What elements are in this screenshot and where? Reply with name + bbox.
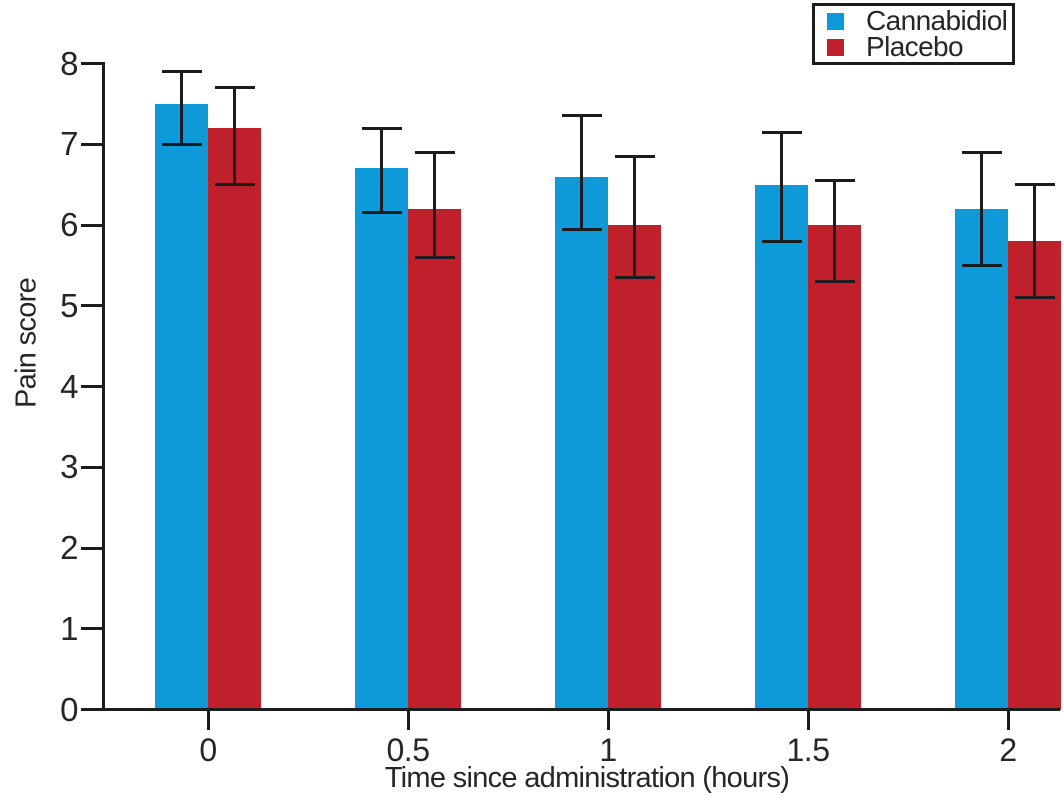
- legend-item-cannabidiol: Cannabidiol: [827, 5, 1012, 36]
- y-tick-8: [81, 62, 105, 65]
- y-tick-6: [81, 223, 105, 227]
- error-bar-cap-bottom-cannabidiol-2: [961, 263, 1002, 267]
- error-bar-cap-bottom-placebo-2: [1014, 296, 1055, 300]
- error-bar-line-placebo-1: [633, 156, 636, 278]
- y-tick-7: [81, 142, 105, 146]
- bar-placebo-1: [608, 225, 661, 711]
- error-bar-cap-bottom-cannabidiol-1.5: [761, 239, 802, 243]
- x-tick-label-1: 1: [599, 731, 617, 768]
- legend-swatch-cannabidiol: [827, 12, 844, 30]
- error-bar-cap-bottom-cannabidiol-0: [161, 142, 202, 146]
- y-tick-1: [81, 627, 105, 631]
- y-tick-2: [81, 546, 105, 550]
- error-bar-line-cannabidiol-0: [180, 71, 183, 145]
- error-bar-cap-bottom-placebo-0.5: [414, 255, 455, 259]
- error-bar-line-placebo-1.5: [833, 180, 836, 282]
- legend-swatch-placebo: [827, 38, 844, 56]
- x-tick-label-0: 0: [199, 731, 217, 768]
- error-bar-cap-top-placebo-2: [1014, 183, 1055, 187]
- y-tick-label-1: 1: [60, 609, 78, 647]
- error-bar-cap-top-cannabidiol-0.5: [361, 126, 402, 130]
- error-bar-cap-top-placebo-1.5: [814, 179, 855, 183]
- y-tick-3: [81, 465, 105, 469]
- bar-placebo-0.5: [408, 208, 461, 711]
- y-tick-5: [81, 304, 105, 308]
- x-tick-0: [206, 709, 210, 730]
- error-bar-cap-bottom-placebo-1.5: [814, 280, 855, 284]
- y-tick-label-4: 4: [60, 367, 78, 405]
- x-tick-label-0.5: 0.5: [386, 731, 430, 768]
- y-tick-label-3: 3: [60, 448, 78, 486]
- legend: Cannabidiol Placebo: [812, 3, 1015, 65]
- y-tick-label-0: 0: [60, 690, 78, 728]
- y-tick-label-6: 6: [60, 206, 78, 243]
- error-bar-line-cannabidiol-2: [980, 152, 983, 266]
- x-tick-label-1.5: 1.5: [786, 731, 830, 768]
- x-tick-2: [1006, 709, 1010, 730]
- x-axis-title: Time since administration (hours): [384, 762, 790, 794]
- bar-placebo-2: [1008, 241, 1061, 711]
- y-tick-0: [81, 708, 105, 711]
- y-tick-label-8: 8: [60, 44, 78, 82]
- error-bar-line-placebo-0.5: [433, 152, 436, 258]
- bar-cannabidiol-1.5: [755, 184, 808, 711]
- bar-cannabidiol-0.5: [355, 168, 408, 711]
- error-bar-cap-top-cannabidiol-1: [561, 114, 602, 118]
- error-bar-cap-top-cannabidiol-1.5: [761, 130, 802, 134]
- error-bar-line-cannabidiol-1.5: [780, 132, 783, 242]
- bar-cannabidiol-0: [155, 103, 208, 711]
- error-bar-cap-top-placebo-1: [614, 154, 655, 158]
- error-bar-line-cannabidiol-0.5: [380, 128, 383, 213]
- error-bar-line-cannabidiol-1: [580, 115, 583, 230]
- x-tick-0.5: [406, 709, 410, 730]
- y-tick-4: [81, 385, 105, 388]
- error-bar-cap-bottom-cannabidiol-1: [561, 227, 602, 231]
- error-bar-cap-bottom-placebo-1: [614, 275, 655, 279]
- bar-cannabidiol-1: [555, 176, 608, 711]
- legend-label-cannabidiol: Cannabidiol: [866, 5, 1008, 36]
- error-bar-cap-bottom-cannabidiol-0.5: [361, 211, 402, 215]
- error-bar-cap-top-placebo-0: [214, 86, 255, 90]
- error-bar-cap-bottom-placebo-0: [214, 183, 255, 187]
- error-bar-line-placebo-0: [233, 87, 236, 185]
- error-bar-cap-top-cannabidiol-0: [161, 70, 202, 74]
- y-tick-label-7: 7: [60, 125, 78, 163]
- y-tick-label-5: 5: [60, 286, 78, 324]
- legend-label-placebo: Placebo: [866, 31, 964, 62]
- x-tick-1: [606, 709, 610, 730]
- error-bar-cap-top-placebo-0.5: [414, 150, 455, 154]
- bar-placebo-0: [208, 128, 261, 711]
- error-bar-line-placebo-2: [1033, 184, 1036, 298]
- y-tick-label-2: 2: [60, 529, 78, 566]
- bar-cannabidiol-2: [955, 208, 1008, 711]
- x-tick-1.5: [806, 709, 810, 730]
- legend-item-placebo: Placebo: [827, 31, 1012, 62]
- error-bar-cap-top-cannabidiol-2: [961, 150, 1002, 154]
- bar-placebo-1.5: [808, 225, 861, 711]
- x-axis-line: [81, 708, 1060, 711]
- x-tick-label-2: 2: [999, 731, 1017, 768]
